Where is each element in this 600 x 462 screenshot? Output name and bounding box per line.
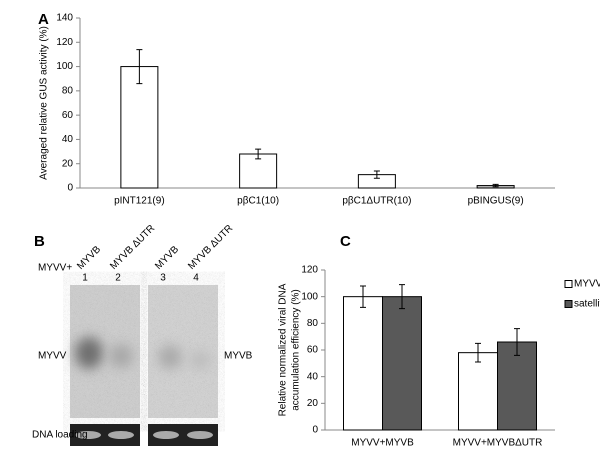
y-tick-label: 0 — [312, 425, 318, 436]
bar — [239, 153, 278, 189]
error-bar — [255, 148, 262, 160]
error-bar — [492, 183, 499, 188]
x-tick-label: pβC1ΔUTR(10) — [342, 196, 411, 207]
lane-number: 3 — [160, 273, 166, 284]
lane-label: MYVB — [75, 244, 103, 272]
panel-label: C — [340, 233, 351, 250]
x-tick-label: pINT121(9) — [114, 196, 165, 207]
band-label: MYVV — [38, 351, 67, 362]
y-tick-label: 80 — [62, 85, 74, 96]
y-tick-label: 40 — [62, 134, 74, 145]
x-tick-label: pBINGUS(9) — [468, 196, 524, 207]
y-tick-label: 120 — [301, 265, 318, 276]
y-tick-label: 120 — [56, 37, 73, 48]
error-bar — [360, 285, 366, 308]
panel-label: A — [38, 11, 49, 28]
lane-label: MYVB ΔUTR — [108, 223, 157, 272]
lane-number: 2 — [115, 273, 121, 284]
error-bar — [373, 170, 380, 179]
error-bar — [399, 284, 405, 310]
bar — [382, 296, 422, 431]
prefix-label: MYVV+ — [38, 263, 72, 274]
y-axis-label: accumulation efficiency (%) — [291, 289, 302, 411]
y-axis-label: Relative normalized viral DNA — [278, 283, 289, 416]
y-axis-label: Averaged relative GUS activity (%) — [39, 26, 50, 180]
loading-label: DNA loading — [32, 430, 88, 441]
x-tick-label: pβC1(10) — [237, 196, 279, 207]
y-tick-label: 140 — [56, 13, 73, 24]
x-tick-label: MYVV+MYVBΔUTR — [453, 438, 543, 449]
lane-label: MYVB ΔUTR — [186, 223, 235, 272]
bar — [343, 296, 383, 431]
y-tick-label: 0 — [67, 183, 73, 194]
bar — [497, 341, 537, 431]
legend-swatch — [564, 300, 573, 308]
error-bar — [514, 328, 520, 356]
y-tick-label: 80 — [307, 318, 319, 329]
bar — [458, 352, 498, 431]
y-tick-label: 20 — [307, 398, 319, 409]
panel-label: B — [34, 233, 45, 250]
lane-label: MYVB — [153, 244, 181, 272]
legend-label: MYVV — [574, 279, 600, 290]
lane-number: 1 — [82, 273, 88, 284]
lane-number: 4 — [193, 273, 199, 284]
y-tick-label: 60 — [62, 110, 74, 121]
y-tick-label: 20 — [62, 158, 74, 169]
band-label: MYVB — [224, 351, 253, 362]
legend-swatch — [564, 280, 573, 288]
legend-label: satellite — [574, 299, 600, 310]
error-bar — [136, 49, 143, 85]
y-tick-label: 40 — [307, 371, 319, 382]
error-bar — [475, 342, 481, 363]
y-tick-label: 100 — [56, 61, 73, 72]
blot-image — [70, 285, 218, 446]
x-tick-label: MYVV+MYVB — [351, 438, 414, 449]
bar — [120, 66, 159, 189]
y-tick-label: 60 — [307, 345, 319, 356]
y-tick-label: 100 — [301, 291, 318, 302]
